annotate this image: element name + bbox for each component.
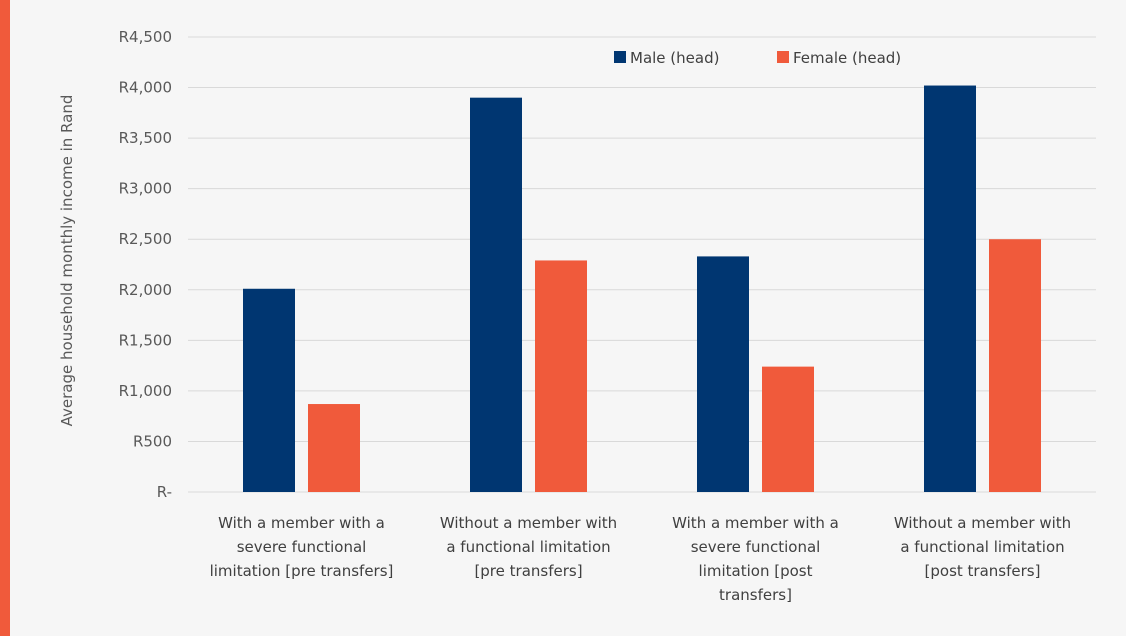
legend-label: Female (head) [793,49,901,67]
category-label-line: limitation [post [699,562,813,580]
legend-swatch-female [777,51,789,63]
legend: Male (head) Female (head) [614,49,901,67]
bars [243,85,1041,493]
category-label-line: With a member with a [672,514,839,532]
category-label-line: [post transfers] [925,562,1041,580]
y-tick-label: R4,500 [119,28,172,46]
y-tick-label: R3,000 [119,180,172,198]
bar-chart: R- R500 R1,000 R1,500 R2,000 R2,500 R3,000 R3,5… [58,28,1096,604]
category-label-line: a functional limitation [900,538,1064,556]
category-label: Without a member with a functional limita… [440,514,617,580]
y-tick-label: R4,000 [119,79,172,97]
category-label-line: transfers] [719,586,792,604]
bar-male-1 [243,288,295,492]
bar-female-3 [762,366,814,492]
category-label-line: [pre transfers] [474,562,582,580]
category-label-line: severe functional [237,538,367,556]
y-tick-label: R3,500 [119,129,172,147]
accent-bar [0,0,10,636]
y-tick-label: R2,500 [119,230,172,248]
category-label-line: a functional limitation [446,538,610,556]
x-axis-category-labels: With a member with a severe functional lim… [210,514,1072,604]
y-tick-label: R500 [133,432,172,450]
chart-panel: R- R500 R1,000 R1,500 R2,000 R2,500 R3,000 R3,5… [10,0,1126,636]
bar-female-4 [989,239,1041,492]
category-label: Without a member with a functional limita… [894,514,1071,580]
category-label: With a member with a severe functional lim… [210,514,394,580]
category-label: With a member with a severe functional lim… [672,514,839,604]
legend-swatch-male [614,51,626,63]
y-tick-label: R1,000 [119,382,172,400]
bar-female-1 [308,404,360,492]
bar-male-4 [924,85,976,493]
y-axis-title: Average household monthly income in Rand [58,95,76,427]
bar-male-2 [470,97,522,493]
category-label-line: severe functional [691,538,821,556]
y-axis-tick-labels: R- R500 R1,000 R1,500 R2,000 R2,500 R3,000 R3,5… [119,28,172,501]
bar-male-3 [697,256,749,492]
category-label-line: With a member with a [218,514,385,532]
y-tick-label: R- [157,483,172,501]
bar-female-2 [535,260,587,492]
y-tick-label: R2,000 [119,281,172,299]
category-label-line: Without a member with [440,514,617,532]
legend-label: Male (head) [630,49,719,67]
y-tick-label: R1,500 [119,331,172,349]
category-label-line: limitation [pre transfers] [210,562,394,580]
category-label-line: Without a member with [894,514,1071,532]
